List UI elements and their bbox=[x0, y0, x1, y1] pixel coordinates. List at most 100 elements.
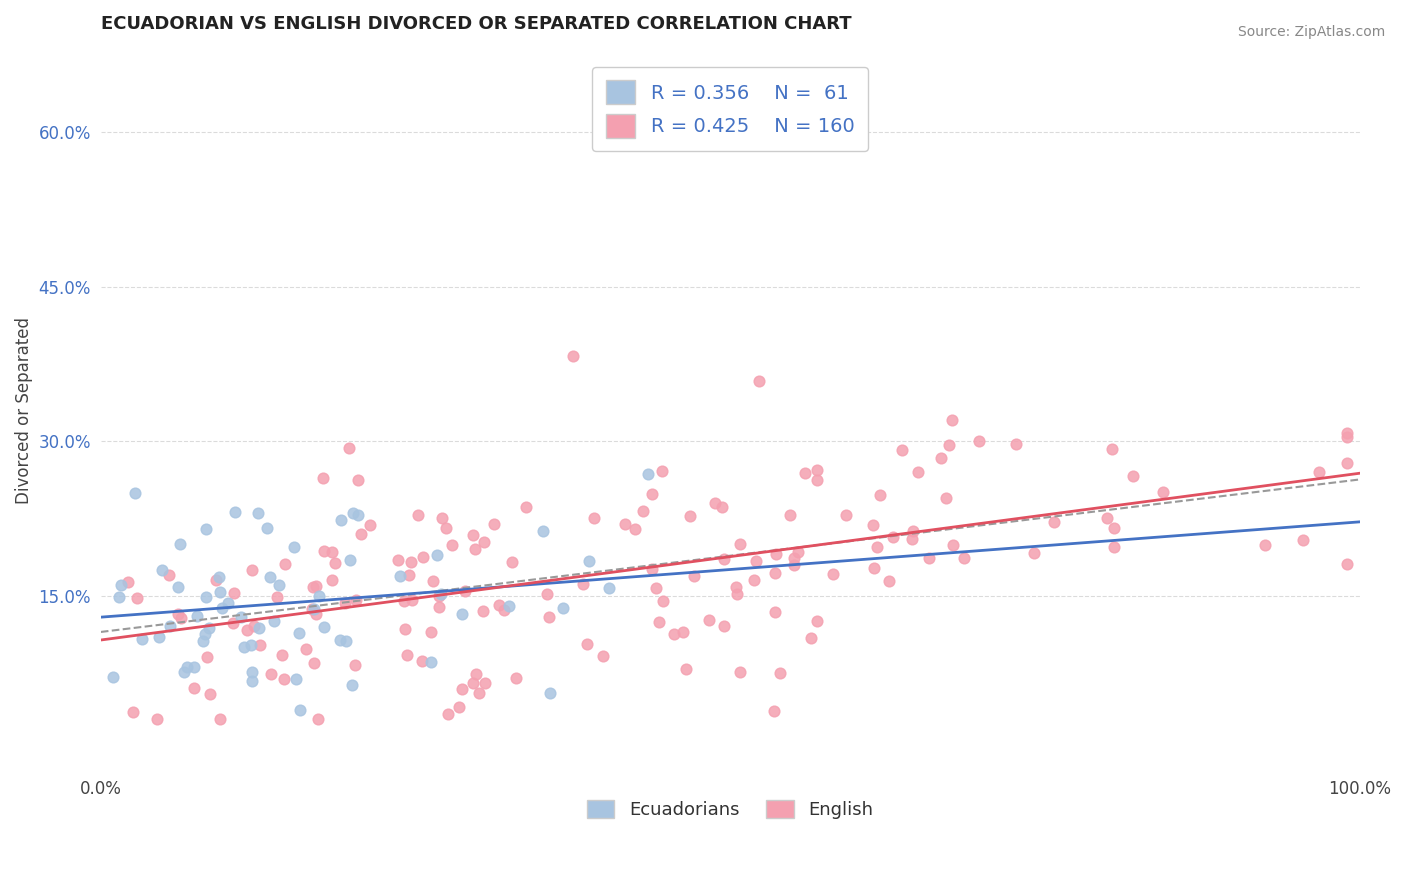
Point bbox=[229, 610, 252, 624]
Point bbox=[256, 521, 278, 535]
Point bbox=[321, 574, 343, 588]
Point bbox=[302, 580, 325, 594]
Point bbox=[869, 488, 891, 502]
Point bbox=[412, 549, 434, 564]
Point bbox=[551, 601, 574, 615]
Point bbox=[505, 671, 527, 685]
Point bbox=[683, 568, 706, 582]
Point bbox=[329, 633, 352, 648]
Point bbox=[744, 554, 766, 568]
Point bbox=[176, 660, 198, 674]
Point bbox=[209, 585, 232, 599]
Point bbox=[713, 552, 735, 566]
Y-axis label: Divorced or Separated: Divorced or Separated bbox=[15, 317, 32, 504]
Point bbox=[769, 666, 792, 681]
Point bbox=[882, 530, 904, 544]
Point bbox=[471, 604, 494, 618]
Point bbox=[311, 471, 333, 485]
Point bbox=[765, 547, 787, 561]
Point bbox=[488, 598, 510, 612]
Point bbox=[239, 638, 262, 652]
Point bbox=[941, 538, 963, 552]
Point bbox=[335, 634, 357, 648]
Point bbox=[347, 473, 370, 487]
Point bbox=[651, 464, 673, 478]
Point bbox=[167, 607, 190, 621]
Point bbox=[406, 508, 429, 523]
Point bbox=[748, 374, 770, 388]
Point bbox=[198, 621, 221, 635]
Point bbox=[249, 638, 271, 652]
Point bbox=[1095, 510, 1118, 524]
Point bbox=[623, 522, 645, 536]
Point bbox=[515, 500, 537, 514]
Point bbox=[437, 707, 460, 722]
Point bbox=[290, 703, 312, 717]
Point bbox=[240, 665, 263, 680]
Point bbox=[474, 535, 496, 549]
Point bbox=[323, 557, 346, 571]
Point bbox=[935, 491, 957, 506]
Point bbox=[1122, 469, 1144, 483]
Point bbox=[288, 626, 311, 640]
Point bbox=[342, 507, 364, 521]
Point bbox=[222, 586, 245, 600]
Point bbox=[295, 642, 318, 657]
Point bbox=[451, 682, 474, 697]
Point bbox=[1043, 516, 1066, 530]
Text: Source: ZipAtlas.com: Source: ZipAtlas.com bbox=[1237, 25, 1385, 39]
Point bbox=[482, 517, 505, 532]
Point bbox=[224, 505, 246, 519]
Point bbox=[728, 537, 751, 551]
Point bbox=[1102, 541, 1125, 555]
Point bbox=[1336, 430, 1358, 444]
Point bbox=[631, 504, 654, 518]
Point bbox=[1254, 538, 1277, 552]
Point bbox=[148, 631, 170, 645]
Point bbox=[576, 637, 599, 651]
Point bbox=[343, 657, 366, 672]
Point bbox=[110, 578, 132, 592]
Point bbox=[464, 541, 486, 556]
Point bbox=[308, 589, 330, 603]
Point bbox=[806, 473, 828, 487]
Point bbox=[1292, 533, 1315, 547]
Point bbox=[194, 626, 217, 640]
Point bbox=[598, 581, 620, 595]
Point bbox=[862, 518, 884, 533]
Point bbox=[260, 667, 283, 681]
Point bbox=[285, 672, 308, 686]
Point bbox=[941, 412, 963, 426]
Point bbox=[195, 649, 218, 664]
Point bbox=[399, 555, 422, 569]
Point bbox=[124, 485, 146, 500]
Point bbox=[430, 587, 453, 601]
Text: ECUADORIAN VS ENGLISH DIVORCED OR SEPARATED CORRELATION CHART: ECUADORIAN VS ENGLISH DIVORCED OR SEPARA… bbox=[101, 15, 852, 33]
Point bbox=[866, 541, 889, 555]
Point bbox=[387, 553, 409, 567]
Point bbox=[122, 705, 145, 719]
Point bbox=[779, 508, 801, 522]
Point bbox=[218, 596, 240, 610]
Point bbox=[967, 434, 990, 449]
Point bbox=[339, 552, 361, 566]
Point bbox=[434, 520, 457, 534]
Point bbox=[672, 624, 695, 639]
Point bbox=[453, 583, 475, 598]
Point bbox=[1152, 485, 1174, 500]
Point bbox=[901, 524, 924, 538]
Point bbox=[159, 618, 181, 632]
Point bbox=[267, 578, 290, 592]
Point bbox=[697, 613, 720, 627]
Point bbox=[194, 590, 217, 604]
Point bbox=[273, 672, 295, 686]
Point bbox=[536, 587, 558, 601]
Point bbox=[420, 655, 443, 669]
Point bbox=[583, 510, 606, 524]
Point bbox=[877, 574, 900, 588]
Point bbox=[266, 590, 288, 604]
Point bbox=[1336, 557, 1358, 571]
Point bbox=[205, 574, 228, 588]
Point bbox=[395, 648, 418, 662]
Point bbox=[728, 665, 751, 680]
